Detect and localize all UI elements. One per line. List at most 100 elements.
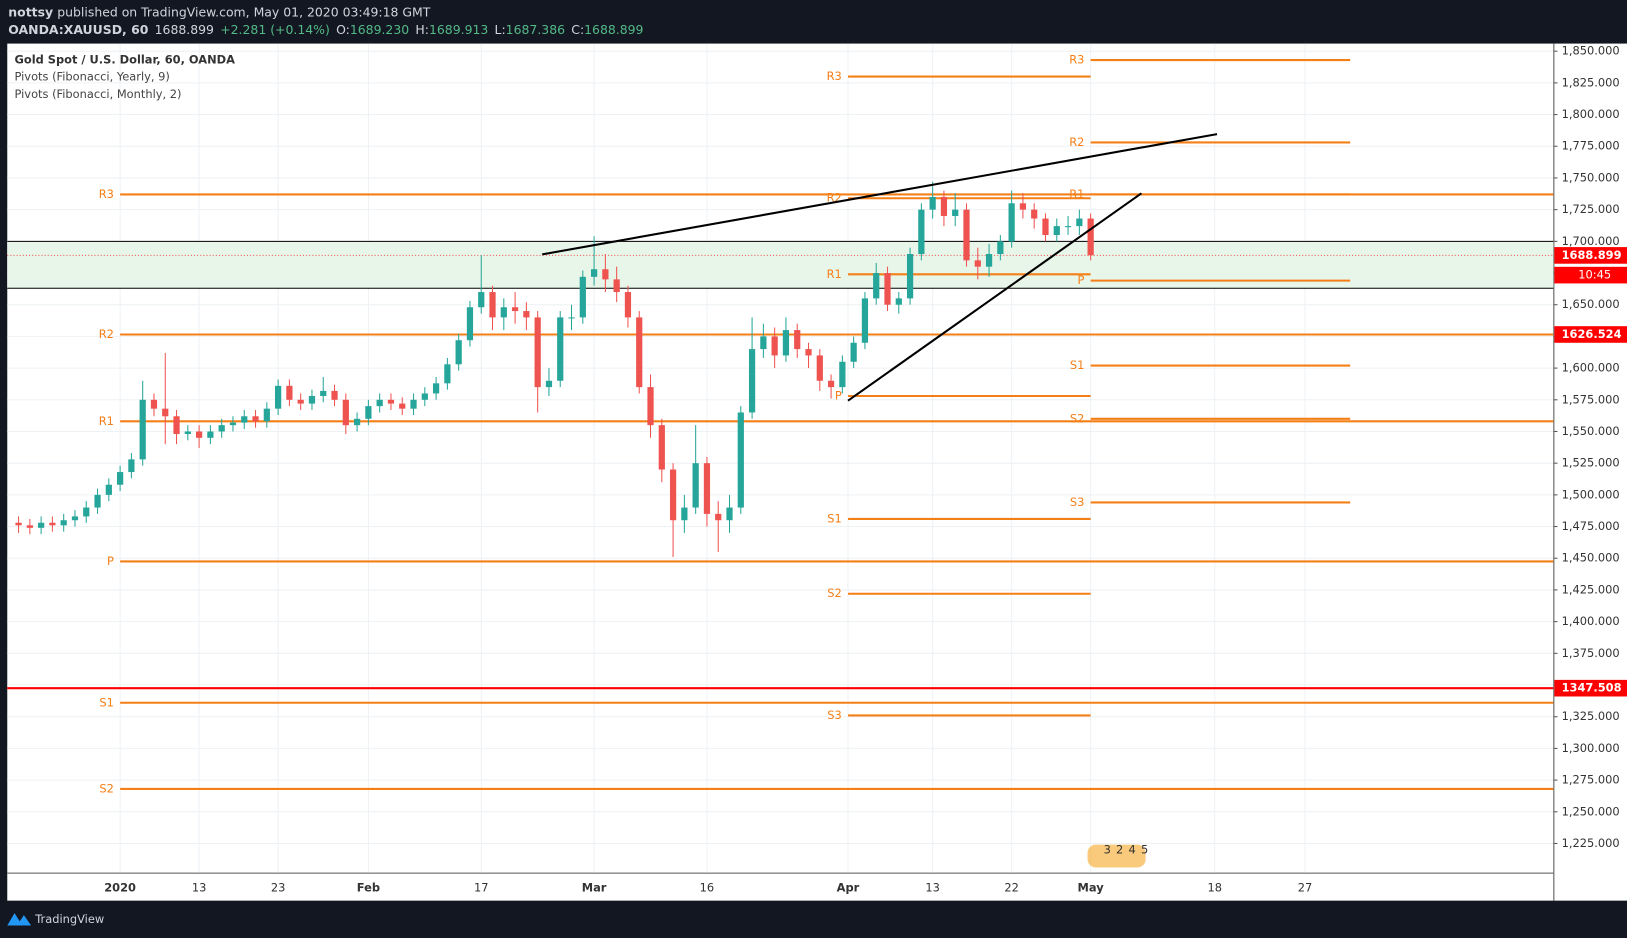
pivot-label: P	[835, 388, 842, 402]
candle-body	[71, 516, 79, 521]
candle-body	[579, 276, 586, 318]
candle-body	[173, 416, 180, 435]
y-tick-label: 1,450.000	[1562, 551, 1620, 565]
x-tick-label: 22	[1004, 881, 1019, 895]
ohlc-label: H:	[415, 22, 429, 37]
candle-body	[624, 292, 632, 318]
candle-body	[241, 416, 248, 423]
y-tick-label: 1,225.000	[1562, 836, 1620, 850]
candle-body	[794, 330, 801, 350]
pivot-label: R1	[1069, 187, 1084, 201]
y-tick-label: 1,500.000	[1562, 487, 1620, 501]
candle-body	[38, 522, 45, 528]
y-tick-label: 1,375.000	[1562, 646, 1620, 660]
candle-body	[1076, 218, 1083, 227]
pivot-label: P	[107, 554, 114, 568]
candle-body	[658, 425, 665, 470]
candle-body	[1019, 203, 1027, 210]
ohlc-label: L:	[495, 22, 506, 37]
candle-body	[105, 484, 112, 495]
y-tick-label: 1,325.000	[1562, 709, 1620, 723]
candle-body	[500, 307, 507, 318]
y-tick-label: 1,475.000	[1562, 519, 1620, 533]
x-tick-label: 27	[1298, 881, 1313, 895]
candle-body	[263, 408, 270, 422]
candle-body	[771, 336, 778, 356]
pivot-label: R2	[99, 327, 114, 341]
x-tick-label: 13	[192, 881, 207, 895]
y-tick-label: 1,775.000	[1562, 139, 1620, 153]
x-tick-label: 2020	[104, 881, 136, 895]
candle-body	[613, 279, 620, 293]
candle-body	[297, 399, 304, 404]
x-tick-label: 16	[700, 881, 715, 895]
event-badge: 5	[1141, 842, 1148, 856]
candle-body	[884, 273, 891, 305]
pivot-label: S2	[827, 586, 842, 600]
pivot-label: R1	[827, 267, 842, 281]
pivot-label: R2	[1069, 135, 1084, 149]
candle-body	[534, 317, 541, 388]
y-tick-label: 1,800.000	[1562, 107, 1620, 121]
quote-line: OANDA:XAUUSD, 60 1688.899 +2.281 (+0.14%) O…	[8, 22, 643, 37]
pivot-label: S3	[1070, 495, 1085, 509]
y-tick-label: 1,600.000	[1562, 361, 1620, 375]
x-tick-label: 18	[1208, 881, 1223, 895]
x-tick-label: 23	[271, 881, 286, 895]
candle-body	[782, 330, 790, 356]
candle-body	[726, 507, 733, 521]
candle-body	[229, 422, 237, 426]
publisher: nottsy	[8, 4, 53, 19]
price-tag-bg	[1554, 679, 1627, 697]
candle-body	[331, 390, 338, 400]
candle-body	[150, 399, 158, 409]
pivot-label: R3	[1069, 53, 1084, 67]
candle-body	[308, 395, 316, 404]
pivot-label: S3	[827, 708, 842, 722]
ohlc-value: 1689.913	[429, 22, 488, 37]
event-badge: 3	[1104, 842, 1111, 856]
last: 1688.899	[155, 22, 214, 37]
x-tick-label: 13	[925, 881, 940, 895]
candle-body	[444, 364, 451, 384]
candle-body	[49, 522, 56, 526]
event-badge-bg	[1087, 844, 1146, 868]
candle-body	[692, 463, 699, 508]
candle-body	[432, 383, 440, 394]
chart-panel	[7, 43, 1627, 901]
candle-body	[703, 463, 711, 514]
candle-body	[590, 269, 598, 277]
y-tick-label: 1,825.000	[1562, 75, 1620, 89]
y-tick-label: 1,425.000	[1562, 582, 1620, 596]
candle-body	[455, 340, 462, 365]
candle-body	[647, 387, 654, 426]
candle-body	[252, 416, 259, 422]
pivot-label: R3	[99, 187, 114, 201]
candle-body	[985, 254, 993, 267]
candle-body	[207, 431, 214, 438]
candle-body	[399, 403, 406, 409]
candle-body	[139, 399, 146, 460]
candle-body	[940, 196, 948, 216]
x-tick-label: Apr	[837, 881, 860, 895]
candle-body	[511, 307, 519, 312]
candle-body	[60, 520, 67, 526]
candle-body	[827, 380, 835, 388]
pivot-label: P	[1078, 273, 1085, 287]
candle-body	[1042, 218, 1049, 235]
candle-body	[410, 399, 417, 409]
candle-body	[681, 507, 688, 521]
candle-body	[805, 349, 812, 356]
candle-body	[195, 431, 203, 438]
pivot-label: S1	[827, 511, 842, 525]
candle-body	[895, 298, 902, 305]
publish-line: nottsy published on TradingView.com, May …	[8, 4, 430, 19]
candle-body	[1087, 218, 1094, 256]
ohlc-label: O:	[336, 22, 350, 37]
candle-body	[974, 260, 981, 267]
y-tick-label: 1,525.000	[1562, 456, 1620, 470]
candle-body	[861, 298, 869, 343]
legend-entry: Pivots (Fibonacci, Monthly, 2)	[15, 87, 182, 101]
